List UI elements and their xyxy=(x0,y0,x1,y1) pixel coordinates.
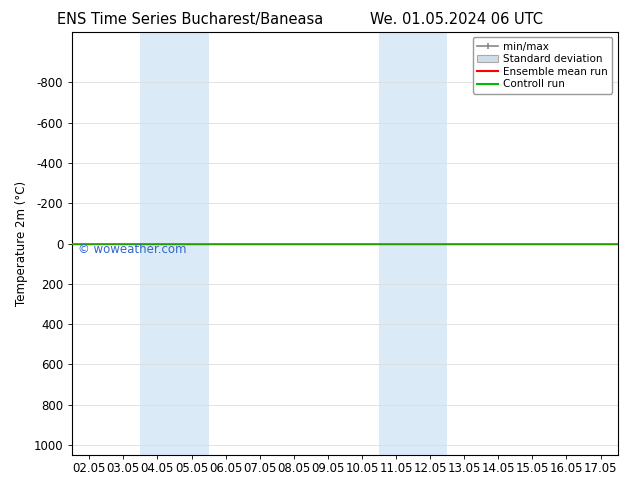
Bar xyxy=(140,32,209,455)
Text: © woweather.com: © woweather.com xyxy=(77,244,186,256)
Y-axis label: Temperature 2m (°C): Temperature 2m (°C) xyxy=(15,181,28,306)
Text: We. 01.05.2024 06 UTC: We. 01.05.2024 06 UTC xyxy=(370,12,543,27)
Text: ENS Time Series Bucharest/Baneasa: ENS Time Series Bucharest/Baneasa xyxy=(57,12,323,27)
Bar xyxy=(379,32,447,455)
Legend: min/max, Standard deviation, Ensemble mean run, Controll run: min/max, Standard deviation, Ensemble me… xyxy=(473,37,612,94)
